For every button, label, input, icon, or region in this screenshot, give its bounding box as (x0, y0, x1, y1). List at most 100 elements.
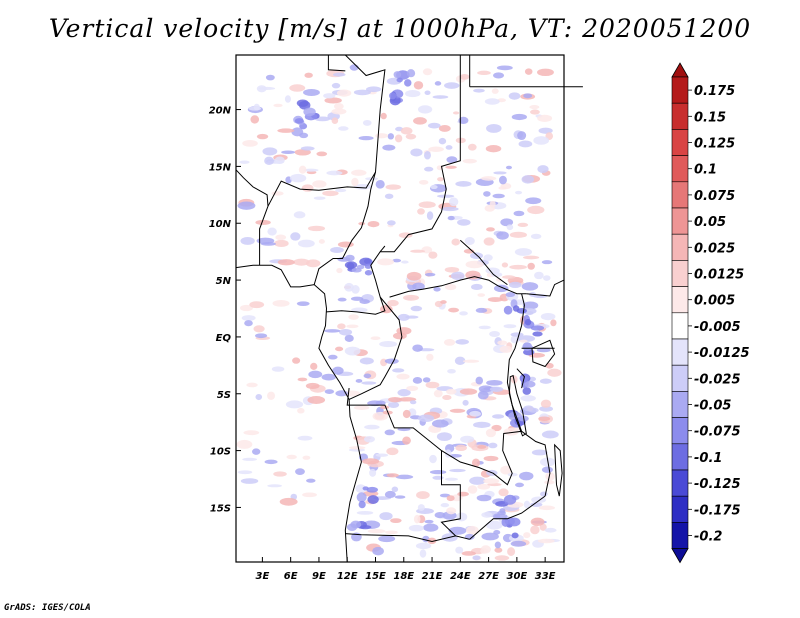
field-patch (255, 333, 268, 339)
field-patch (451, 238, 461, 246)
field-patch (344, 282, 354, 292)
field-patch (292, 357, 301, 364)
field-patch (550, 319, 557, 327)
field-patch (446, 507, 457, 515)
field-patch (486, 520, 503, 530)
field-patch (545, 472, 555, 481)
field-patch (253, 103, 260, 111)
field-patch (541, 260, 553, 265)
field-patch (272, 299, 290, 307)
colorbar-label: -0.075 (694, 425, 741, 440)
field-patch (442, 394, 452, 401)
field-patch (519, 339, 528, 343)
field-patch (372, 546, 384, 556)
field-patch (417, 105, 433, 114)
field-patch (518, 140, 533, 148)
field-patch (471, 283, 483, 291)
field-patch (449, 197, 459, 207)
field-patch (274, 239, 289, 248)
field-patch (467, 485, 478, 494)
field-patch (524, 68, 533, 75)
field-patch (367, 529, 386, 534)
field-patch (330, 247, 344, 253)
field-patch (449, 408, 466, 413)
field-patch (316, 151, 328, 157)
field-patch (240, 236, 255, 245)
field-patch (405, 90, 421, 98)
colorbar-label: -0.125 (694, 477, 741, 492)
x-axis: 3E 6E 9E 12E 15E 18E 21E 24E 27E 30E 33E (255, 557, 556, 582)
field-patch (505, 292, 516, 298)
field-patch (447, 215, 455, 221)
field-patch (366, 486, 379, 493)
field-patch (524, 318, 532, 326)
field-patch (445, 145, 453, 150)
field-patch (250, 115, 260, 124)
field-patch (358, 222, 366, 226)
field-patch (249, 301, 265, 309)
field-patch (339, 328, 353, 336)
field-patch (405, 133, 417, 140)
field-patch (380, 112, 387, 120)
field-patch (540, 313, 556, 321)
field-patch (242, 457, 258, 461)
border-line (348, 296, 403, 400)
field-patch (379, 512, 393, 521)
field-patch (493, 171, 507, 175)
field-patch (413, 117, 427, 125)
field-patch (486, 123, 502, 133)
field-patch (391, 486, 399, 493)
field-patch (508, 281, 522, 289)
x-tick-label: 30E (506, 571, 527, 582)
field-patch (240, 478, 259, 484)
field-patch (295, 468, 305, 475)
field-patch (344, 346, 361, 356)
field-patch (349, 446, 366, 450)
field-patch (462, 158, 477, 164)
field-patch (544, 527, 557, 533)
field-patch (475, 376, 484, 385)
field-patch (465, 260, 484, 269)
field-patch (537, 68, 554, 77)
field-patch (385, 184, 402, 190)
field-patch (422, 377, 431, 383)
field-patch (364, 263, 372, 269)
field-patch (426, 353, 434, 361)
grads-credit: GrADS: IGES/COLA (4, 603, 91, 613)
field-patch (427, 122, 441, 129)
field-patch (530, 325, 545, 331)
field-patch (494, 541, 502, 549)
colorbar-segment (671, 522, 689, 549)
colorbar-segment (671, 181, 689, 209)
field-patch (511, 113, 527, 121)
field-patch (351, 307, 368, 313)
field-patch (326, 170, 343, 176)
field-patch (444, 284, 457, 291)
field-patch (443, 339, 456, 346)
field-patch (494, 555, 510, 561)
field-patch (390, 518, 402, 524)
field-patch (480, 548, 488, 554)
field-patch (336, 89, 352, 97)
field-patch (517, 222, 529, 228)
field-patch (436, 194, 455, 198)
field-patch (486, 379, 503, 386)
field-patch (529, 104, 540, 110)
field-patch (267, 484, 283, 488)
field-patch (507, 472, 518, 477)
field-patch (507, 517, 521, 527)
field-patch (294, 118, 304, 124)
field-patch (375, 179, 385, 189)
field-patch (303, 89, 320, 97)
field-patch (477, 483, 491, 490)
field-patch (541, 466, 553, 473)
field-patch (405, 315, 419, 319)
field-patch (324, 389, 335, 394)
field-patch (462, 399, 469, 406)
field-patch (351, 169, 367, 176)
field-patch (409, 400, 417, 405)
field-patch (417, 504, 425, 511)
field-patch (432, 475, 444, 480)
y-tick-label: EQ (216, 333, 232, 344)
